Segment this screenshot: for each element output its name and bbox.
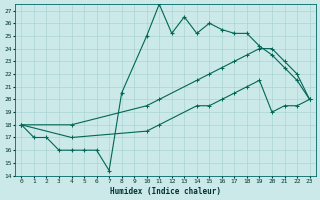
X-axis label: Humidex (Indice chaleur): Humidex (Indice chaleur): [110, 187, 221, 196]
